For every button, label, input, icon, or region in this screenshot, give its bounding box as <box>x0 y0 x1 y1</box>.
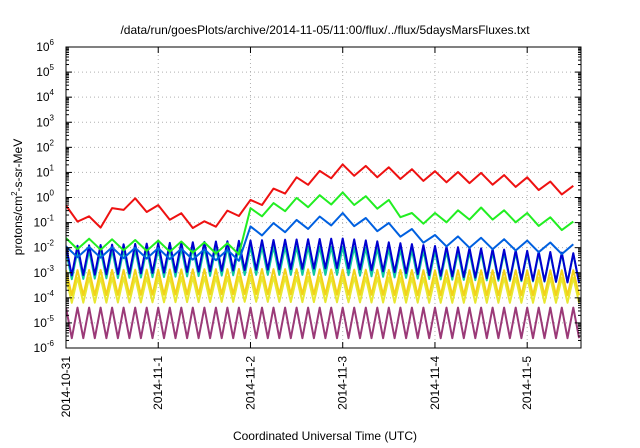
y-tick-label-exp: 0 <box>50 189 55 198</box>
x-tick-label: 2014-11-3 <box>336 356 350 410</box>
x-tick-label: 2014-11-4 <box>428 356 442 410</box>
x-tick-label: 2014-11-5 <box>520 356 534 410</box>
y-tick-label-base: 10 <box>34 241 48 255</box>
y-tick-label-exp: 1 <box>50 163 55 172</box>
y-axis-label-sup: 2 <box>10 191 19 196</box>
plot-frame <box>65 46 582 349</box>
x-axis-label: Coordinated Universal Time (UTC) <box>233 429 417 443</box>
series-line <box>66 212 574 262</box>
y-axis-label: protons/cm2-s-sr-MeV <box>10 139 25 255</box>
y-tick-label: 10-5 <box>34 314 55 330</box>
y-tick-label-exp: -5 <box>47 314 55 323</box>
y-tick-label: 10-4 <box>34 289 55 305</box>
y-tick-label-exp: 2 <box>50 138 55 147</box>
y-axis-label-base: protons/cm <box>11 196 25 255</box>
y-tick-label-exp: 3 <box>50 113 55 122</box>
y-tick-label-exp: -4 <box>47 289 55 298</box>
series-line <box>66 275 581 304</box>
y-tick-label-exp: -1 <box>47 214 55 223</box>
y-tick-label: 105 <box>36 63 54 79</box>
y-tick-label-exp: 4 <box>50 88 55 97</box>
y-tick-label-base: 10 <box>36 90 50 104</box>
y-tick-label-exp: 6 <box>50 38 55 47</box>
y-tick-label-exp: -3 <box>47 264 55 273</box>
y-tick-label-base: 10 <box>36 165 50 179</box>
y-tick-label: 100 <box>36 189 54 205</box>
y-tick-label: 10-1 <box>34 214 55 230</box>
y-tick-label-base: 10 <box>36 115 50 129</box>
y-tick-label-base: 10 <box>34 216 48 230</box>
y-tick-label-exp: 5 <box>50 63 55 72</box>
y-tick-label: 10-6 <box>34 339 55 355</box>
y-tick-label-base: 10 <box>36 40 50 54</box>
series-line <box>66 237 581 284</box>
y-tick-label: 104 <box>36 88 54 104</box>
series-line <box>66 191 574 256</box>
series-line <box>66 306 581 340</box>
series-group <box>66 163 581 340</box>
y-tick-label-base: 10 <box>36 65 50 79</box>
x-tick-label: 2014-10-31 <box>59 356 73 418</box>
y-tick-label: 101 <box>36 163 54 179</box>
y-tick-label: 102 <box>36 138 54 154</box>
y-tick-label-base: 10 <box>34 266 48 280</box>
x-tick-label: 2014-11-1 <box>151 356 165 410</box>
series-line <box>66 267 581 297</box>
series-line <box>66 163 574 229</box>
y-tick-label: 106 <box>36 38 54 54</box>
y-tick-label: 10-3 <box>34 264 55 280</box>
y-tick-label-base: 10 <box>34 341 48 355</box>
y-tick-label-exp: -6 <box>47 339 55 348</box>
y-tick-label: 103 <box>36 113 54 129</box>
y-tick-label-base: 10 <box>34 291 48 305</box>
y-tick-label-exp: -2 <box>47 239 55 248</box>
y-tick-label-base: 10 <box>36 140 50 154</box>
x-tick-label: 2014-11-2 <box>243 356 257 410</box>
y-axis-label-rest: -s-sr-MeV <box>11 139 25 192</box>
y-tick-label-base: 10 <box>36 191 50 205</box>
chart-title: /data/run/goesPlots/archive/2014-11-05/1… <box>120 23 530 37</box>
y-tick-label-base: 10 <box>34 316 48 330</box>
y-tick-label: 10-2 <box>34 239 55 255</box>
